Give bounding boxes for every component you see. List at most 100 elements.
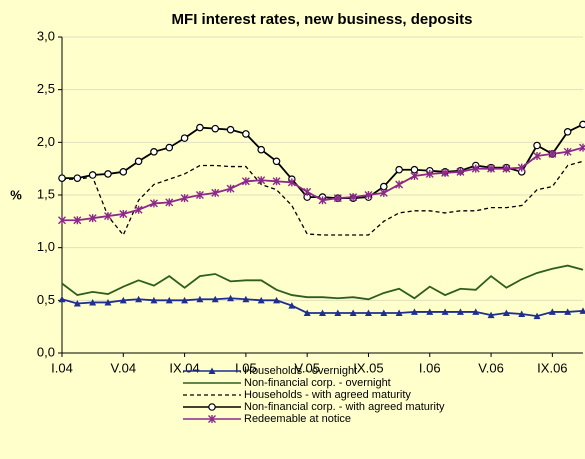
marker — [441, 308, 449, 315]
marker — [395, 180, 404, 189]
y-tick-label: 1,0 — [37, 239, 55, 254]
marker — [579, 120, 585, 129]
marker — [272, 177, 281, 186]
marker — [135, 295, 143, 303]
marker — [379, 188, 388, 197]
x-tick-label: IX.06 — [537, 360, 567, 375]
marker — [319, 309, 326, 316]
marker — [517, 163, 526, 172]
chart-title: MFI interest rates, new business, deposi… — [172, 11, 473, 28]
marker — [73, 216, 82, 225]
series-line — [62, 160, 584, 237]
marker — [487, 311, 495, 319]
marker — [364, 309, 372, 316]
marker — [241, 177, 250, 186]
marker — [333, 194, 342, 203]
marker — [472, 308, 480, 315]
marker — [58, 295, 66, 303]
y-tick-label: 0,0 — [37, 344, 55, 359]
marker — [502, 164, 511, 173]
x-tick-label: V.05 — [294, 360, 320, 375]
marker — [288, 302, 296, 309]
marker — [211, 188, 220, 197]
marker — [579, 307, 585, 314]
marker — [181, 296, 189, 304]
marker — [103, 212, 112, 221]
x-tick-label: I.04 — [51, 360, 73, 375]
marker — [410, 172, 419, 181]
marker — [211, 295, 219, 303]
y-tick-label: 3,0 — [37, 28, 55, 43]
marker — [533, 141, 541, 150]
marker — [165, 296, 173, 304]
marker — [395, 165, 403, 174]
marker — [242, 130, 250, 138]
marker — [380, 309, 388, 316]
marker — [471, 164, 480, 173]
y-tick-label: 0,5 — [37, 292, 55, 307]
marker — [487, 164, 496, 173]
marker — [165, 143, 174, 152]
marker — [379, 182, 388, 191]
marker — [426, 308, 434, 315]
marker — [88, 171, 97, 179]
marker — [196, 123, 204, 132]
y-tick-label: 1,5 — [37, 186, 55, 201]
marker — [272, 157, 281, 166]
series-line — [61, 264, 584, 301]
marker — [58, 174, 66, 182]
marker — [303, 309, 311, 316]
marker — [73, 299, 81, 307]
marker — [563, 147, 572, 156]
marker — [180, 134, 189, 142]
marker — [119, 168, 128, 176]
marker — [441, 168, 450, 177]
marker — [456, 167, 465, 176]
marker — [73, 174, 82, 182]
marker — [196, 295, 204, 303]
marker — [195, 191, 204, 199]
marker — [150, 148, 158, 156]
marker — [180, 194, 189, 203]
marker — [208, 403, 216, 411]
marker — [257, 296, 265, 304]
marker — [119, 209, 128, 218]
marker — [564, 308, 572, 315]
marker — [88, 214, 97, 223]
marker — [318, 196, 327, 205]
marker — [257, 176, 266, 185]
marker — [533, 152, 542, 161]
legend-label: Households - with agreed maturity — [244, 389, 411, 401]
marker — [273, 296, 281, 304]
marker — [349, 193, 358, 202]
marker — [349, 309, 357, 316]
marker — [456, 308, 464, 315]
marker — [165, 198, 174, 207]
y-tick-label: 2,5 — [37, 81, 55, 96]
marker — [149, 199, 158, 208]
y-tick-label: 2,0 — [37, 134, 55, 149]
marker — [410, 308, 418, 315]
marker — [119, 296, 127, 304]
x-tick-label: IX.04 — [169, 360, 199, 375]
marker — [211, 124, 220, 133]
x-tick-label: V.06 — [478, 360, 504, 375]
marker — [257, 145, 266, 154]
y-axis-label: % — [10, 187, 22, 202]
marker — [104, 298, 112, 306]
marker — [579, 143, 585, 152]
marker — [548, 149, 557, 158]
marker — [226, 125, 235, 134]
marker — [533, 312, 541, 320]
marker — [563, 128, 572, 136]
marker — [287, 178, 296, 187]
marker — [334, 309, 342, 316]
legend-label: Non-financial corp. - overnight — [244, 377, 391, 389]
marker — [518, 310, 526, 318]
marker — [104, 170, 112, 178]
marker — [395, 309, 403, 316]
marker — [150, 296, 158, 304]
marker — [303, 187, 312, 196]
